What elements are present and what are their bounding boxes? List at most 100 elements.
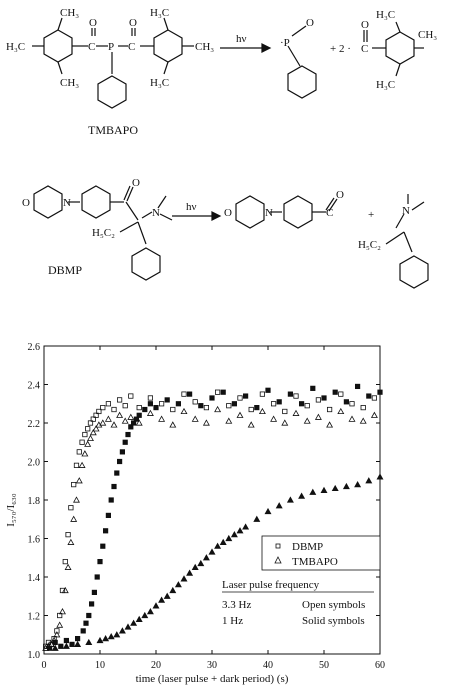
y-tick-label: 2.0 (28, 458, 41, 469)
tmbapo-left-ring (43, 29, 73, 63)
data-point-dbmp-solid-square (75, 635, 81, 642)
data-point-tmbapo-solid-triangle (113, 631, 121, 638)
label-prod-o-ring: O (224, 207, 232, 219)
label-ch3-bottom-left: CH₃ (60, 77, 79, 89)
x-tick-label: 50 (319, 660, 329, 671)
data-point-tmbapo-solid-triangle (342, 482, 350, 490)
data-point-tmbapo-solid-triangle (197, 559, 205, 567)
data-point-tmbapo-open-triangle (64, 563, 72, 570)
data-point-tmbapo-solid-triangle (242, 523, 250, 530)
data-point-tmbapo-solid-triangle (130, 619, 138, 626)
data-point-tmbapo-open-triangle (314, 413, 322, 420)
x-tick-label: 40 (263, 660, 273, 671)
data-point-tmbapo-open-triangle (61, 586, 69, 594)
data-point-tmbapo-solid-triangle (174, 581, 182, 588)
data-point-dbmp-open-square (96, 408, 102, 415)
tmbapo-phenyl-ring (97, 75, 127, 109)
data-point-dbmp-open-square (122, 403, 128, 409)
data-point-dbmp-solid-square (310, 385, 316, 391)
x-axis: 0 10 20 30 40 50 60 (42, 346, 385, 671)
data-point-tmbapo-open-triangle (116, 411, 124, 418)
data-point-dbmp-open-square (259, 391, 266, 397)
data-point-dbmp-solid-square (119, 449, 125, 455)
data-point-tmbapo-open-triangle (58, 608, 66, 615)
label-plus: + (368, 209, 374, 221)
data-point-tmbapo-open-triangle (326, 421, 334, 428)
y-tick-label: 1.6 (28, 535, 41, 546)
data-point-dbmp-open-square (237, 395, 243, 401)
data-point-tmbapo-solid-triangle (298, 492, 306, 499)
data-point-dbmp-solid-square (354, 383, 361, 390)
data-point-tmbapo-open-triangle (70, 515, 78, 522)
data-point-tmbapo-solid-triangle (158, 596, 166, 603)
data-point-dbmp-open-square (349, 401, 355, 407)
data-point-tmbapo-open-triangle (67, 538, 75, 545)
label-p-o: O (306, 17, 314, 29)
data-point-dbmp-solid-square (175, 401, 181, 407)
data-point-tmbapo-open-triangle (92, 425, 100, 432)
data-point-tmbapo-solid-triangle (74, 640, 82, 647)
data-point-tmbapo-solid-triangle (169, 586, 177, 594)
data-point-dbmp-open-square (192, 399, 198, 405)
data-point-tmbapo-solid-triangle (141, 611, 149, 619)
y-axis-label: I₅₇₀/I₆₃₀ (5, 493, 17, 527)
product-aryl-ring (283, 195, 313, 229)
data-point-dbmp-open-square (111, 406, 117, 413)
data-point-dbmp-solid-square (100, 543, 106, 549)
data-point-tmbapo-open-triangle (78, 461, 86, 468)
y-axis: 1.0 1.2 1.4 1.6 1.8 2.0 2.2 2.4 2.6 (28, 342, 380, 661)
data-point-tmbapo-solid-triangle (135, 615, 143, 622)
data-point-tmbapo-open-triangle (281, 419, 289, 426)
legend-table-title: Laser pulse frequency (222, 579, 320, 591)
data-point-dbmp-open-square (54, 628, 60, 634)
data-point-dbmp-open-square (82, 431, 88, 438)
data-point-tmbapo-solid-triangle (102, 634, 110, 642)
data-point-dbmp-open-square (117, 397, 123, 403)
data-point-dbmp-solid-square (287, 391, 294, 397)
legend-marker-square (275, 543, 281, 549)
data-point-dbmp-open-square (65, 532, 71, 538)
legend-marker-triangle (274, 556, 282, 564)
data-point-dbmp-open-square (62, 558, 68, 565)
label-h3c-left: H₃C (6, 41, 25, 53)
data-point-tmbapo-open-triangle (214, 405, 222, 413)
x-tick-label: 0 (42, 660, 47, 671)
data-point-dbmp-solid-square (122, 439, 128, 445)
data-point-dbmp-open-square (315, 397, 322, 403)
data-point-dbmp-solid-square (114, 470, 120, 476)
data-point-dbmp-solid-square (153, 405, 159, 411)
data-point-dbmp-open-square (76, 449, 82, 455)
data-point-tmbapo-solid-triangle (253, 515, 261, 522)
label-c1: C (88, 41, 95, 53)
data-point-tmbapo-solid-triangle (202, 554, 210, 561)
legend-label-dbmp: DBMP (292, 541, 323, 553)
label-prod-n-ring: N (265, 207, 273, 219)
data-point-tmbapo-solid-triangle (286, 496, 294, 503)
data-point-dbmp-solid-square (298, 401, 305, 407)
data-point-dbmp-open-square (68, 505, 74, 511)
legend-box (261, 535, 381, 571)
data-point-dbmp-open-square (87, 420, 94, 426)
data-point-tmbapo-solid-triangle (96, 636, 104, 644)
legend-row-1-freq: 3.3 Hz (222, 599, 251, 611)
data-point-tmbapo-solid-triangle (180, 575, 188, 582)
data-point-tmbapo-solid-triangle (118, 627, 126, 634)
data-point-tmbapo-solid-triangle (191, 563, 199, 570)
data-point-tmbapo-open-triangle (158, 415, 166, 422)
label-o2: O (129, 17, 137, 29)
data-point-dbmp-solid-square (69, 641, 75, 647)
data-point-tmbapo-solid-triangle (320, 486, 328, 493)
x-axis-label: time (laser pulse + dark period) (s) (136, 673, 289, 685)
dbmp-benzyl-ring (131, 247, 161, 281)
benzoyl-ring (385, 31, 415, 65)
compound-name-tmbapo: TMBAPO (88, 123, 138, 137)
data-point-dbmp-open-square (248, 406, 254, 413)
data-point-tmbapo-open-triangle (72, 496, 80, 503)
reaction-scheme: H₃C CH₃ CH₃ O C P O C H₃C H₃C CH₃ hν ·P … (6, 7, 437, 289)
data-point-dbmp-solid-square (80, 628, 86, 634)
label-prod-ch3-right: CH₃ (418, 29, 437, 41)
data-point-dbmp-open-square (226, 403, 232, 409)
x-tick-label: 10 (95, 660, 105, 671)
data-point-dbmp-solid-square (321, 395, 327, 401)
data-point-dbmp-solid-square (111, 483, 117, 490)
